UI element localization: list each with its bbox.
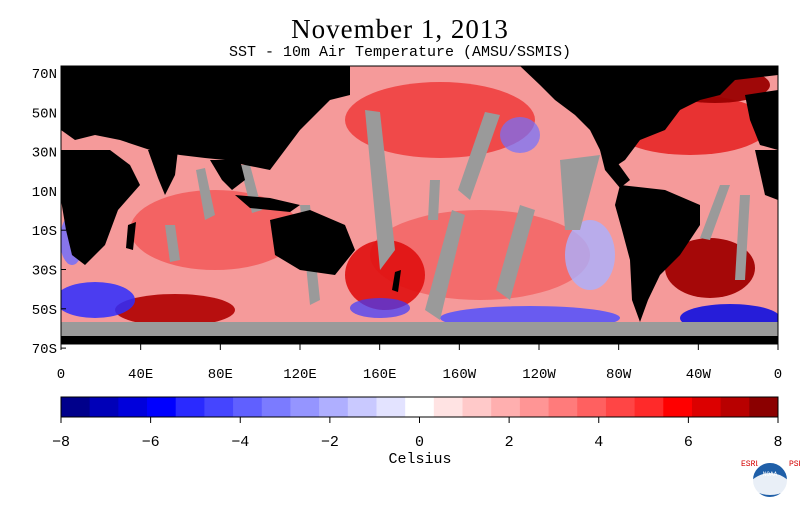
land-greenland	[640, 66, 700, 90]
map-title: November 1, 2013	[291, 14, 509, 44]
lon-label-8: 40W	[686, 367, 712, 383]
land-masses	[61, 66, 778, 344]
land-southeast-asia	[210, 160, 245, 190]
cool-anomaly-southern-band	[350, 298, 410, 318]
cool-anomaly-north-pacific-east	[500, 117, 540, 153]
colorbar-swatch	[89, 397, 119, 417]
colorbar-swatch	[634, 397, 664, 417]
lat-label-50n: 50N	[32, 106, 57, 122]
logo-right-text: PSD	[789, 460, 800, 469]
warm-anomaly-south-atlantic	[665, 238, 755, 298]
colorbar-tick-label: −2	[321, 434, 339, 451]
lon-label-7: 80W	[606, 367, 632, 383]
colorbar-units-label: Celsius	[388, 451, 452, 468]
colorbar-tick-label: −8	[52, 434, 70, 451]
colorbar-swatch	[720, 397, 750, 417]
noaa-logo-icon: ESRL PSD NOAA	[741, 460, 800, 499]
colorbar-swatch	[319, 397, 349, 417]
land-eurasia	[61, 66, 350, 170]
colorbar-swatch	[376, 397, 406, 417]
land-indonesia	[235, 195, 300, 212]
lat-label-30n: 30N	[32, 146, 57, 162]
latitude-axis: 70N 50N 30N 10N 10S 30S 50S 70S	[32, 67, 66, 358]
colorbar-tick-label: −6	[142, 434, 160, 451]
land-new-zealand	[392, 270, 401, 292]
colorbar-swatch	[290, 397, 320, 417]
land-europe-west	[745, 90, 778, 150]
missing-data-swaths	[61, 110, 778, 344]
colorbar-tick-label: 8	[773, 434, 782, 451]
colorbar-swatch	[233, 397, 263, 417]
colorbar-swatch	[118, 397, 148, 417]
lat-label-10s: 10S	[32, 224, 57, 240]
land-australia	[270, 210, 355, 275]
colorbar-swatch	[548, 397, 578, 417]
land-antarctica	[61, 336, 778, 344]
land-india	[148, 150, 178, 195]
lon-label-4: 160E	[363, 367, 397, 383]
map-field	[61, 66, 778, 344]
esrl-psd-noaa-logo: ESRL PSD NOAA	[738, 456, 800, 500]
colorbar-tick-label: 6	[684, 434, 693, 451]
colorbar-swatch	[519, 397, 550, 417]
land-south-america	[615, 185, 700, 322]
lon-label-0: 0	[57, 367, 65, 383]
lat-label-50s: 50S	[32, 303, 57, 319]
warm-anomaly-south-pacific	[370, 210, 590, 300]
colorbar-swatch	[749, 397, 779, 417]
lon-label-1: 40E	[128, 367, 153, 383]
cool-anomaly-southern-ocean-west	[61, 282, 135, 318]
colorbar-swatch	[175, 397, 205, 417]
colorbar-swatch	[147, 397, 177, 417]
colorbar-swatch	[405, 397, 435, 417]
land-central-america	[600, 150, 630, 188]
colorbar-swatch	[605, 397, 636, 417]
lon-label-6: 120W	[522, 367, 556, 383]
lat-label-30s: 30S	[32, 264, 57, 280]
colorbar-swatch	[577, 397, 607, 417]
colorbar-tick-label: −4	[231, 434, 249, 451]
land-africa	[61, 150, 140, 265]
colorbar-tick-label: 2	[505, 434, 514, 451]
colorbar-swatch	[61, 397, 91, 417]
land-north-america	[520, 66, 778, 170]
colorbar-swatch	[691, 397, 722, 417]
logo-badge-text: NOAA	[763, 471, 778, 478]
colorbar-swatch	[433, 397, 464, 417]
land-madagascar	[126, 222, 136, 250]
colorbar-swatch	[462, 397, 492, 417]
lon-label-9: 0	[774, 367, 782, 383]
colorbar-swatch	[663, 397, 693, 417]
logo-left-text: ESRL	[741, 460, 760, 469]
land-africa-west	[755, 150, 778, 200]
cool-anomaly-peru	[565, 220, 615, 290]
colorbar-swatch	[347, 397, 377, 417]
lat-label-70n: 70N	[32, 67, 57, 83]
lon-label-2: 80E	[208, 367, 233, 383]
colorbar-tick-label: 4	[594, 434, 603, 451]
lat-label-70s: 70S	[32, 342, 57, 358]
colorbar-ticks: −8 −6 −4 −2 0 2 4 6 8	[52, 417, 783, 451]
colorbar-swatch	[261, 397, 291, 417]
map-frame	[60, 65, 779, 345]
lon-label-3: 120E	[283, 367, 317, 383]
longitude-axis: 0 40E 80E 120E 160E 160W 120W 80W 40W 0	[57, 344, 782, 383]
lon-label-5: 160W	[443, 367, 477, 383]
map-subtitle: SST - 10m Air Temperature (AMSU/SSMIS)	[228, 44, 572, 61]
colorbar-swatch	[491, 397, 521, 417]
colorbar	[60, 396, 779, 418]
lat-label-10n: 10N	[32, 185, 57, 201]
warm-anomaly-tasman	[345, 240, 425, 310]
colorbar-tick-label: 0	[415, 434, 424, 451]
warm-anomaly-southern-indian	[115, 294, 235, 326]
colorbar-swatch	[204, 397, 234, 417]
